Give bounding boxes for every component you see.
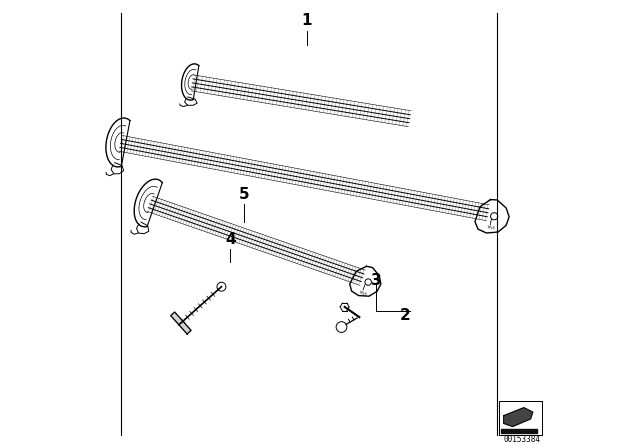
Text: 1: 1: [301, 13, 312, 28]
Polygon shape: [171, 312, 191, 334]
Text: 3: 3: [371, 272, 381, 288]
Text: TRV1: TRV1: [486, 225, 495, 231]
Text: 00153384: 00153384: [503, 435, 540, 444]
Text: 2: 2: [400, 308, 410, 323]
Polygon shape: [502, 429, 538, 433]
Text: 4: 4: [225, 232, 236, 247]
Text: 5: 5: [239, 187, 249, 202]
Text: TRV1: TRV1: [358, 290, 368, 297]
Polygon shape: [504, 408, 533, 426]
Bar: [499, 401, 541, 435]
